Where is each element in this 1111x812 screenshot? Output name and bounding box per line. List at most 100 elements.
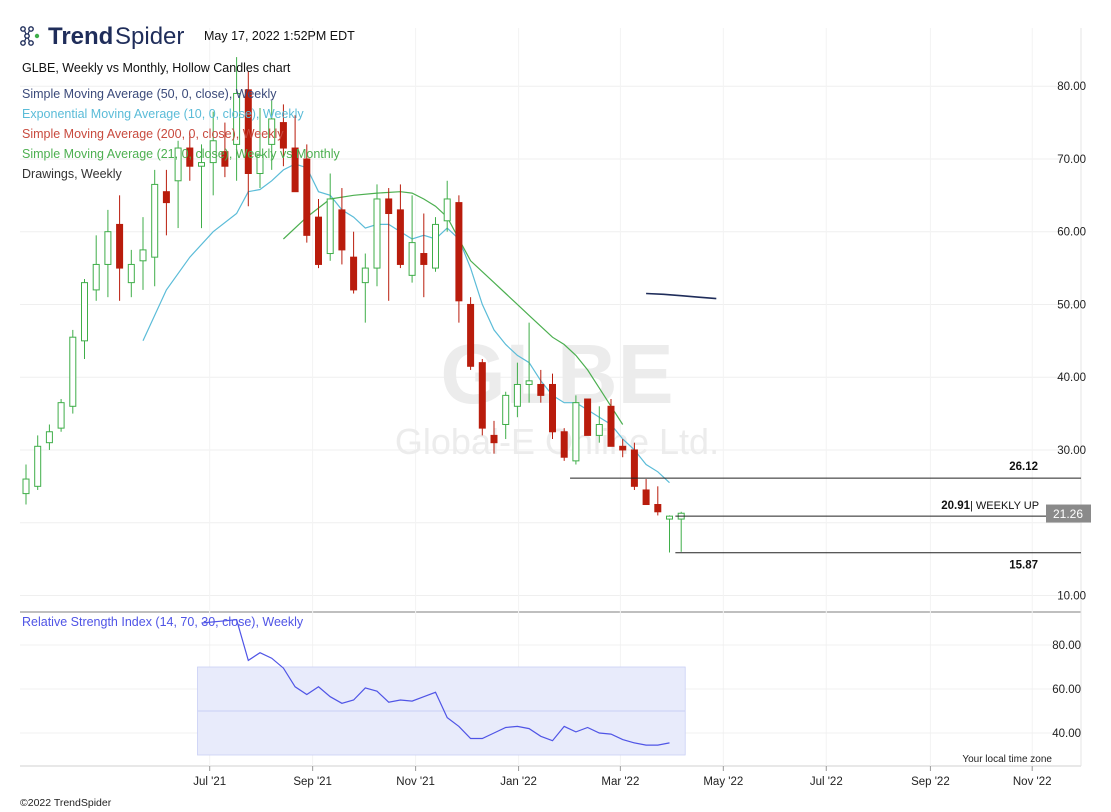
candle	[69, 329, 77, 414]
watermark-company: Global-E Online Ltd.	[395, 421, 719, 462]
candle	[291, 115, 299, 193]
candle-body	[361, 267, 369, 284]
candle-body	[408, 242, 416, 276]
candle-body	[584, 398, 592, 436]
level-price-label: 26.12	[1009, 461, 1038, 473]
candle	[116, 195, 124, 301]
copyright: ©2022 TrendSpider	[20, 797, 112, 809]
candle-body	[420, 253, 428, 265]
candle	[174, 140, 182, 229]
time-tick-label: May '22	[703, 776, 743, 788]
candle	[502, 391, 510, 440]
time-tick-label: Nov '21	[396, 776, 435, 788]
candle-body	[455, 202, 463, 302]
rsi-band	[197, 666, 686, 756]
candle-body	[642, 489, 650, 506]
candle-body	[373, 198, 381, 269]
candle	[198, 144, 205, 229]
candle	[537, 369, 545, 403]
candle-body	[127, 263, 135, 284]
candle	[233, 57, 241, 181]
candle	[642, 479, 650, 506]
candle	[45, 424, 53, 450]
candle	[385, 188, 393, 301]
candle-body	[350, 256, 358, 291]
candle	[279, 104, 287, 167]
trendspider-logo-icon	[20, 26, 40, 46]
candle-body	[595, 423, 603, 436]
candle	[268, 100, 276, 170]
candle-body	[198, 162, 205, 167]
candle	[139, 217, 147, 290]
candle	[619, 439, 627, 458]
candle-body	[654, 504, 662, 513]
candle-body	[92, 263, 100, 291]
candle	[525, 322, 533, 403]
price-tick-label: 30.00	[1057, 445, 1086, 457]
indicator-label: Simple Moving Average (21, 0, close), We…	[22, 147, 340, 161]
candle-body	[256, 154, 264, 174]
level-price-label: 15.87	[1009, 560, 1038, 572]
candle-body	[244, 89, 252, 174]
candle	[256, 108, 264, 189]
rsi-line: Relative Strength Index (14, 70, 30, clo…	[22, 615, 670, 746]
candle-body	[443, 198, 451, 222]
candle-body	[478, 362, 486, 429]
candle-body	[268, 118, 276, 145]
candle-body	[513, 383, 521, 407]
candle-body	[619, 445, 627, 451]
candle-body	[572, 402, 580, 462]
candle	[22, 464, 30, 505]
time-tick-label: Mar '22	[601, 776, 639, 788]
candle-body	[57, 402, 65, 429]
candle	[677, 511, 685, 552]
price-axis: 10.00 30.00 40.00 50.00 60.00 70.00 80.00	[1057, 81, 1086, 602]
last-price-label: 21.26	[1053, 507, 1083, 521]
candle	[595, 406, 603, 443]
rsi-label: Relative Strength Index (14, 70, 30, clo…	[22, 615, 304, 629]
candle-body	[221, 151, 229, 167]
horizontal-levels: 26.12 20.91 | WEEKLY UP 15.87 21.26	[570, 461, 1091, 572]
candle-body	[162, 191, 170, 204]
candle-body	[291, 147, 299, 193]
time-tick-label: Jul '21	[193, 776, 226, 788]
candle-body	[315, 216, 322, 265]
candle-body	[666, 515, 673, 520]
indicator-label: Simple Moving Average (200, 0, close), W…	[22, 127, 284, 141]
time-tick-label: Sep '22	[911, 776, 950, 788]
candle-body	[432, 223, 439, 269]
timestamp: May 17, 2022 1:52PM EDT	[204, 29, 355, 43]
candle-body	[338, 209, 346, 251]
candle-body	[45, 431, 53, 444]
candle-body	[326, 198, 334, 255]
candle-body	[396, 209, 404, 265]
candle	[513, 362, 521, 418]
candle	[338, 188, 346, 265]
time-tick-label: Jan '22	[500, 776, 537, 788]
candle	[34, 435, 42, 490]
candle	[186, 133, 194, 181]
candle	[315, 198, 322, 269]
candle	[221, 122, 229, 178]
indicator-label: Simple Moving Average (50, 0, close), We…	[22, 87, 277, 101]
price-tick-label: 80.00	[1057, 81, 1086, 93]
candle-body	[490, 434, 498, 444]
candle-body	[537, 383, 545, 396]
candle-body	[174, 147, 182, 182]
candle	[408, 195, 416, 283]
candle	[104, 209, 112, 298]
candle	[432, 217, 439, 272]
candle	[373, 184, 381, 287]
candle	[361, 253, 369, 323]
candle	[92, 235, 100, 301]
rsi-tick-label: 60.00	[1052, 684, 1081, 696]
candle	[549, 373, 556, 440]
candle	[350, 231, 358, 294]
candle	[162, 169, 170, 236]
rsi-axis: 80.00 60.00 40.00	[1052, 640, 1081, 740]
candle	[455, 195, 463, 323]
candle	[630, 442, 638, 490]
candle	[467, 297, 475, 370]
candle-body	[233, 92, 241, 145]
candle-body	[69, 336, 77, 407]
